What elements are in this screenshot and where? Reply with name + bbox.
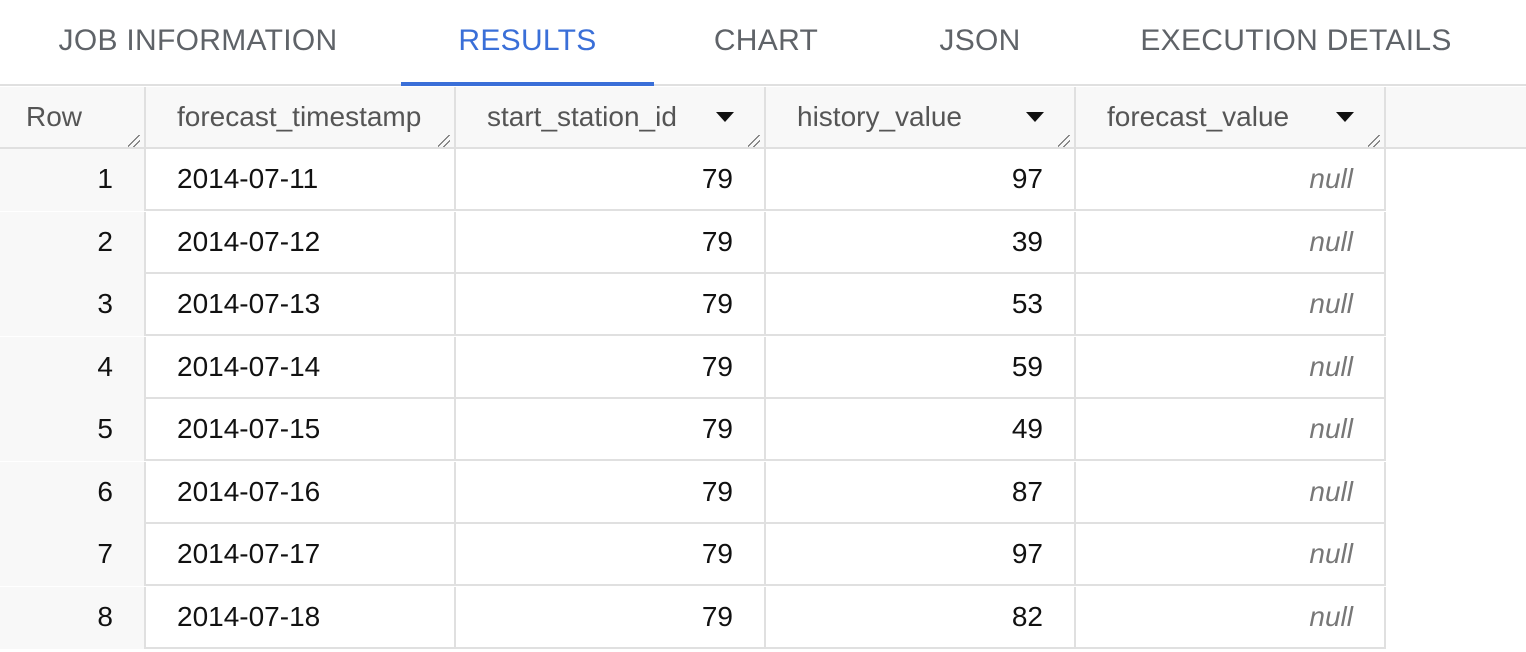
resize-handle-icon[interactable] xyxy=(748,135,760,147)
cell-row: 2 xyxy=(0,211,146,274)
cell-start-station-id[interactable]: 79 xyxy=(456,586,766,649)
cell-forecast-value[interactable]: null xyxy=(1076,524,1386,586)
table-row: 1 2014-07-11 79 97 null xyxy=(0,149,1386,211)
sort-dropdown-icon[interactable] xyxy=(716,112,734,122)
column-header-start-station-id[interactable]: start_station_id xyxy=(456,87,766,149)
cell-forecast-timestamp[interactable]: 2014-07-14 xyxy=(146,336,456,399)
cell-row: 6 xyxy=(0,461,146,524)
cell-forecast-timestamp[interactable]: 2014-07-12 xyxy=(146,211,456,274)
table-row: 5 2014-07-15 79 49 null xyxy=(0,399,1386,461)
column-label: forecast_timestamp xyxy=(177,101,422,132)
sort-dropdown-icon[interactable] xyxy=(1336,112,1354,122)
cell-row: 7 xyxy=(0,524,146,586)
table-row: 2 2014-07-12 79 39 null xyxy=(0,211,1386,274)
table-header: Row forecast_timestamp start_station_id … xyxy=(0,87,1526,149)
cell-forecast-value[interactable]: null xyxy=(1076,336,1386,399)
cell-history-value[interactable]: 97 xyxy=(766,524,1076,586)
cell-forecast-value[interactable]: null xyxy=(1076,149,1386,211)
column-header-row: Row xyxy=(0,87,146,149)
column-header-history-value[interactable]: history_value xyxy=(766,87,1076,149)
tab-job-information[interactable]: JOB INFORMATION xyxy=(58,24,338,57)
tab-execution-details[interactable]: EXECUTION DETAILS xyxy=(1140,24,1452,57)
tab-json[interactable]: JSON xyxy=(939,24,1021,57)
cell-forecast-value[interactable]: null xyxy=(1076,399,1386,461)
cell-history-value[interactable]: 87 xyxy=(766,461,1076,524)
cell-forecast-value[interactable]: null xyxy=(1076,461,1386,524)
cell-forecast-value[interactable]: null xyxy=(1076,586,1386,649)
cell-start-station-id[interactable]: 79 xyxy=(456,336,766,399)
cell-start-station-id[interactable]: 79 xyxy=(456,149,766,211)
cell-history-value[interactable]: 97 xyxy=(766,149,1076,211)
cell-history-value[interactable]: 53 xyxy=(766,274,1076,336)
results-tabs: JOB INFORMATION RESULTS CHART JSON EXECU… xyxy=(0,0,1526,86)
tab-results[interactable]: RESULTS xyxy=(401,0,654,86)
resize-handle-icon[interactable] xyxy=(128,135,140,147)
cell-history-value[interactable]: 59 xyxy=(766,336,1076,399)
column-label: Row xyxy=(26,101,83,132)
cell-row: 1 xyxy=(0,149,146,211)
column-label: start_station_id xyxy=(487,101,677,132)
cell-row: 5 xyxy=(0,399,146,461)
column-header-forecast-value[interactable]: forecast_value xyxy=(1076,87,1386,149)
resize-handle-icon[interactable] xyxy=(1368,135,1380,147)
cell-row: 4 xyxy=(0,336,146,399)
cell-forecast-timestamp[interactable]: 2014-07-18 xyxy=(146,586,456,649)
cell-forecast-timestamp[interactable]: 2014-07-17 xyxy=(146,524,456,586)
cell-forecast-value[interactable]: null xyxy=(1076,274,1386,336)
sort-dropdown-icon[interactable] xyxy=(1026,112,1044,122)
cell-forecast-timestamp[interactable]: 2014-07-11 xyxy=(146,149,456,211)
table-row: 6 2014-07-16 79 87 null xyxy=(0,461,1386,524)
cell-forecast-timestamp[interactable]: 2014-07-16 xyxy=(146,461,456,524)
cell-row: 3 xyxy=(0,274,146,336)
tab-chart[interactable]: CHART xyxy=(713,24,819,57)
cell-history-value[interactable]: 82 xyxy=(766,586,1076,649)
resize-handle-icon[interactable] xyxy=(1058,135,1070,147)
cell-start-station-id[interactable]: 79 xyxy=(456,399,766,461)
cell-start-station-id[interactable]: 79 xyxy=(456,524,766,586)
table-row: 3 2014-07-13 79 53 null xyxy=(0,274,1386,336)
cell-history-value[interactable]: 49 xyxy=(766,399,1076,461)
column-header-forecast-timestamp[interactable]: forecast_timestamp xyxy=(146,87,456,149)
cell-row: 8 xyxy=(0,586,146,649)
cell-start-station-id[interactable]: 79 xyxy=(456,274,766,336)
cell-forecast-value[interactable]: null xyxy=(1076,211,1386,274)
column-label: history_value xyxy=(797,101,962,132)
table-row: 7 2014-07-17 79 97 null xyxy=(0,524,1386,586)
table-row: 4 2014-07-14 79 59 null xyxy=(0,336,1386,399)
resize-handle-icon[interactable] xyxy=(438,135,450,147)
table-row: 8 2014-07-18 79 82 null xyxy=(0,586,1386,649)
cell-forecast-timestamp[interactable]: 2014-07-13 xyxy=(146,274,456,336)
cell-history-value[interactable]: 39 xyxy=(766,211,1076,274)
cell-start-station-id[interactable]: 79 xyxy=(456,211,766,274)
column-label: forecast_value xyxy=(1107,101,1290,132)
cell-start-station-id[interactable]: 79 xyxy=(456,461,766,524)
cell-forecast-timestamp[interactable]: 2014-07-15 xyxy=(146,399,456,461)
